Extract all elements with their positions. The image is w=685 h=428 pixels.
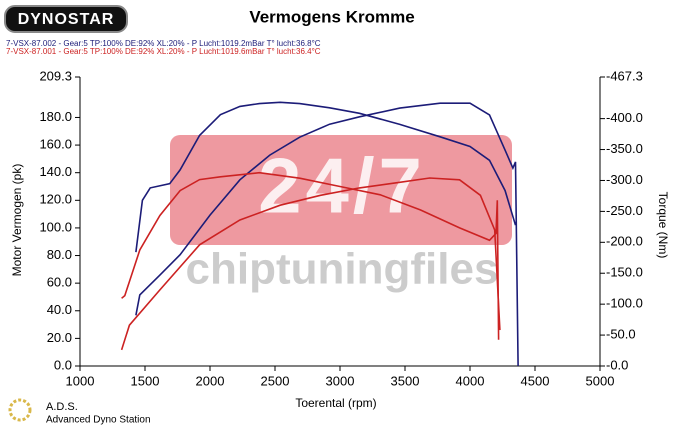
x-tick-label: 3000 <box>326 373 355 388</box>
x-tick-label: 4500 <box>521 373 550 388</box>
x-tick-label: 2500 <box>261 373 290 388</box>
logo-box <box>4 5 128 33</box>
y2-tick-label: -100.0 <box>606 296 643 311</box>
x-axis-label: Toerental (rpm) <box>295 396 376 410</box>
x-tick-label: 1000 <box>66 373 95 388</box>
y-tick-label: 20.0 <box>47 330 72 345</box>
watermark-small: chiptuningfiles <box>186 245 499 294</box>
logo: DYNOSTAR <box>18 11 115 28</box>
y2-tick-label: -350.0 <box>606 141 643 156</box>
x-tick-label: 1500 <box>131 373 160 388</box>
y-tick-label: 40.0 <box>47 302 72 317</box>
x-tick-label: 2000 <box>196 373 225 388</box>
y-tick-label: 60.0 <box>47 275 72 290</box>
x-tick-label: 5000 <box>586 373 615 388</box>
y2-tick-label: -300.0 <box>606 172 643 187</box>
footer-logo <box>8 398 32 422</box>
curve <box>120 177 501 351</box>
watermark-big: 24/7 <box>258 142 426 230</box>
watermark-box <box>170 135 512 245</box>
curve <box>121 171 500 340</box>
y-axis-label: Motor Vermogen (pk) <box>10 164 24 277</box>
y2-tick-label: -0.0 <box>606 357 628 372</box>
y-tick-label: 120.0 <box>39 192 72 207</box>
footer-title: A.D.S. <box>46 401 78 413</box>
y2-axis-label: Torque (Nm) <box>656 192 670 259</box>
curve <box>135 101 517 253</box>
y2-tick-label: -250.0 <box>606 203 643 218</box>
x-tick-label: 4000 <box>456 373 485 388</box>
y-tick-label: 180.0 <box>39 109 72 124</box>
y-tick-label: 140.0 <box>39 164 72 179</box>
y-tick-label: 209.3 <box>39 68 72 83</box>
y-tick-label: 80.0 <box>47 247 72 262</box>
y-tick-label: 160.0 <box>39 137 72 152</box>
y2-tick-label: -150.0 <box>606 265 643 280</box>
y2-tick-label: -467.3 <box>606 68 643 83</box>
y2-tick-label: -50.0 <box>606 327 636 342</box>
axes: 1000 1500 2000 2500 3000 3500 4000 4500 5000 0.0 2… <box>39 68 642 388</box>
y2-tick-label: -400.0 <box>606 110 643 125</box>
curve <box>135 102 519 367</box>
chart-title: Vermogens Kromme <box>249 7 414 26</box>
legend: 7-VSX-87.002 - Gear:5 TP:100% DE:92% XL:… <box>6 39 321 56</box>
y-tick-label: 100.0 <box>39 219 72 234</box>
legend-entry: 7-VSX-87.002 - Gear:5 TP:100% DE:92% XL:… <box>6 39 321 48</box>
x-tick-label: 3500 <box>391 373 420 388</box>
legend-entry: 7-VSX-87.001 - Gear:5 TP:100% DE:92% XL:… <box>6 47 321 56</box>
footer-subtitle: Advanced Dyno Station <box>46 415 151 426</box>
y2-tick-label: -200.0 <box>606 234 643 249</box>
y-tick-label: 0.0 <box>54 357 72 372</box>
